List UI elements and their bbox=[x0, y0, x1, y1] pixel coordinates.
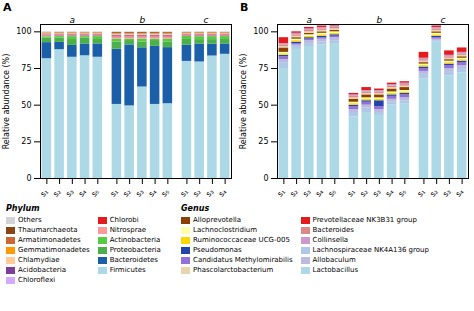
html-text:Phylum: Phylum bbox=[6, 204, 40, 213]
html-text:Bacteroidetes: Bacteroidetes bbox=[109, 256, 158, 264]
svg-text:50: 50 bbox=[21, 101, 31, 110]
html-text:Bacteroides: Bacteroides bbox=[312, 226, 354, 234]
svg-text:s₄: s₄ bbox=[454, 187, 466, 199]
html-text:Alloprevotella: Alloprevotella bbox=[193, 216, 242, 224]
svg-text:50: 50 bbox=[258, 101, 268, 110]
svg-text:Relative abundance (%): Relative abundance (%) bbox=[2, 54, 11, 150]
svg-text:s₂: s₂ bbox=[191, 187, 203, 199]
html-text:Allobaculum: Allobaculum bbox=[312, 256, 356, 264]
html-text:Candidatus Methylomirabilis: Candidatus Methylomirabilis bbox=[193, 256, 293, 264]
html-text:Armatimonadetes: Armatimonadetes bbox=[18, 236, 81, 244]
svg-text:s₁: s₁ bbox=[416, 187, 428, 199]
svg-text:s₂: s₂ bbox=[428, 187, 440, 199]
html-text:Nitrosprae: Nitrosprae bbox=[109, 226, 147, 234]
svg-text:0: 0 bbox=[263, 174, 268, 183]
svg-text:s₅: s₅ bbox=[89, 187, 101, 199]
svg-text:s₃: s₃ bbox=[64, 187, 76, 199]
html-text:Chlorobi: Chlorobi bbox=[109, 216, 139, 224]
html-text:Genus: Genus bbox=[181, 204, 210, 213]
svg-text:s₄: s₄ bbox=[384, 187, 396, 199]
svg-text:75: 75 bbox=[21, 64, 31, 73]
svg-text:s₅: s₅ bbox=[159, 187, 171, 199]
svg-text:a: a bbox=[307, 15, 313, 25]
svg-text:b: b bbox=[377, 15, 383, 25]
svg-text:Relative abundance (%): Relative abundance (%) bbox=[239, 54, 248, 150]
html-text:Proteobacteria: Proteobacteria bbox=[109, 246, 161, 254]
svg-text:s₄: s₄ bbox=[77, 187, 89, 199]
svg-text:s₁: s₁ bbox=[346, 187, 358, 199]
svg-text:100: 100 bbox=[16, 27, 31, 36]
html-text:Gemmatimonadetes: Gemmatimonadetes bbox=[18, 246, 90, 254]
html-text:Lachnoclostridium: Lachnoclostridium bbox=[193, 226, 258, 234]
svg-text:s₄: s₄ bbox=[217, 187, 229, 199]
svg-text:s₁: s₁ bbox=[39, 187, 51, 199]
svg-text:s₁: s₁ bbox=[179, 187, 191, 199]
svg-text:s₅: s₅ bbox=[326, 187, 338, 199]
html-text:Lactobacillus: Lactobacillus bbox=[312, 266, 359, 274]
svg-text:s₃: s₃ bbox=[441, 187, 453, 199]
html-text:Chlamydiae: Chlamydiae bbox=[18, 256, 60, 264]
html-text:Phascolarctobacterium: Phascolarctobacterium bbox=[193, 266, 274, 274]
html-text:Pseudomonas: Pseudomonas bbox=[193, 246, 242, 254]
svg-text:s₁: s₁ bbox=[276, 187, 288, 199]
html-text:Acidobacteria: Acidobacteria bbox=[18, 266, 66, 274]
svg-text:s₂: s₂ bbox=[358, 187, 370, 199]
svg-text:s₃: s₃ bbox=[134, 187, 146, 199]
svg-text:s₃: s₃ bbox=[204, 187, 216, 199]
html-text:Ruminococcaceae UCG-005: Ruminococcaceae UCG-005 bbox=[193, 236, 290, 244]
svg-text:s₂: s₂ bbox=[121, 187, 133, 199]
svg-text:s₁: s₁ bbox=[109, 187, 121, 199]
svg-text:s₄: s₄ bbox=[147, 187, 159, 199]
svg-text:s₄: s₄ bbox=[314, 187, 326, 199]
html-text:Actinobacteria: Actinobacteria bbox=[109, 236, 161, 244]
svg-text:25: 25 bbox=[258, 137, 268, 146]
html-text:Prevotellaceae NK3B31 group: Prevotellaceae NK3B31 group bbox=[312, 216, 417, 224]
html-text:Firmicutes: Firmicutes bbox=[109, 266, 146, 274]
svg-text:s₃: s₃ bbox=[301, 187, 313, 199]
svg-text:s₅: s₅ bbox=[396, 187, 408, 199]
svg-text:s₂: s₂ bbox=[288, 187, 300, 199]
svg-text:100: 100 bbox=[253, 27, 268, 36]
svg-text:c: c bbox=[441, 15, 446, 25]
svg-text:75: 75 bbox=[258, 64, 268, 73]
html-text:Lachnospiraceae NK4A136 group: Lachnospiraceae NK4A136 group bbox=[312, 246, 429, 254]
svg-text:0: 0 bbox=[26, 174, 31, 183]
svg-text:s₃: s₃ bbox=[371, 187, 383, 199]
html-text:Chloroflexi: Chloroflexi bbox=[18, 276, 56, 284]
svg-text:a: a bbox=[70, 15, 76, 25]
svg-text:25: 25 bbox=[21, 137, 31, 146]
svg-text:s₂: s₂ bbox=[51, 187, 63, 199]
html-text:B: B bbox=[240, 1, 249, 14]
svg-text:c: c bbox=[204, 15, 209, 25]
html-text:Collinsella: Collinsella bbox=[312, 236, 349, 244]
html-text:A: A bbox=[3, 1, 12, 14]
html-text:Others: Others bbox=[18, 216, 42, 224]
svg-text:b: b bbox=[140, 15, 146, 25]
html-text:Thaumarchaeota: Thaumarchaeota bbox=[18, 226, 78, 234]
